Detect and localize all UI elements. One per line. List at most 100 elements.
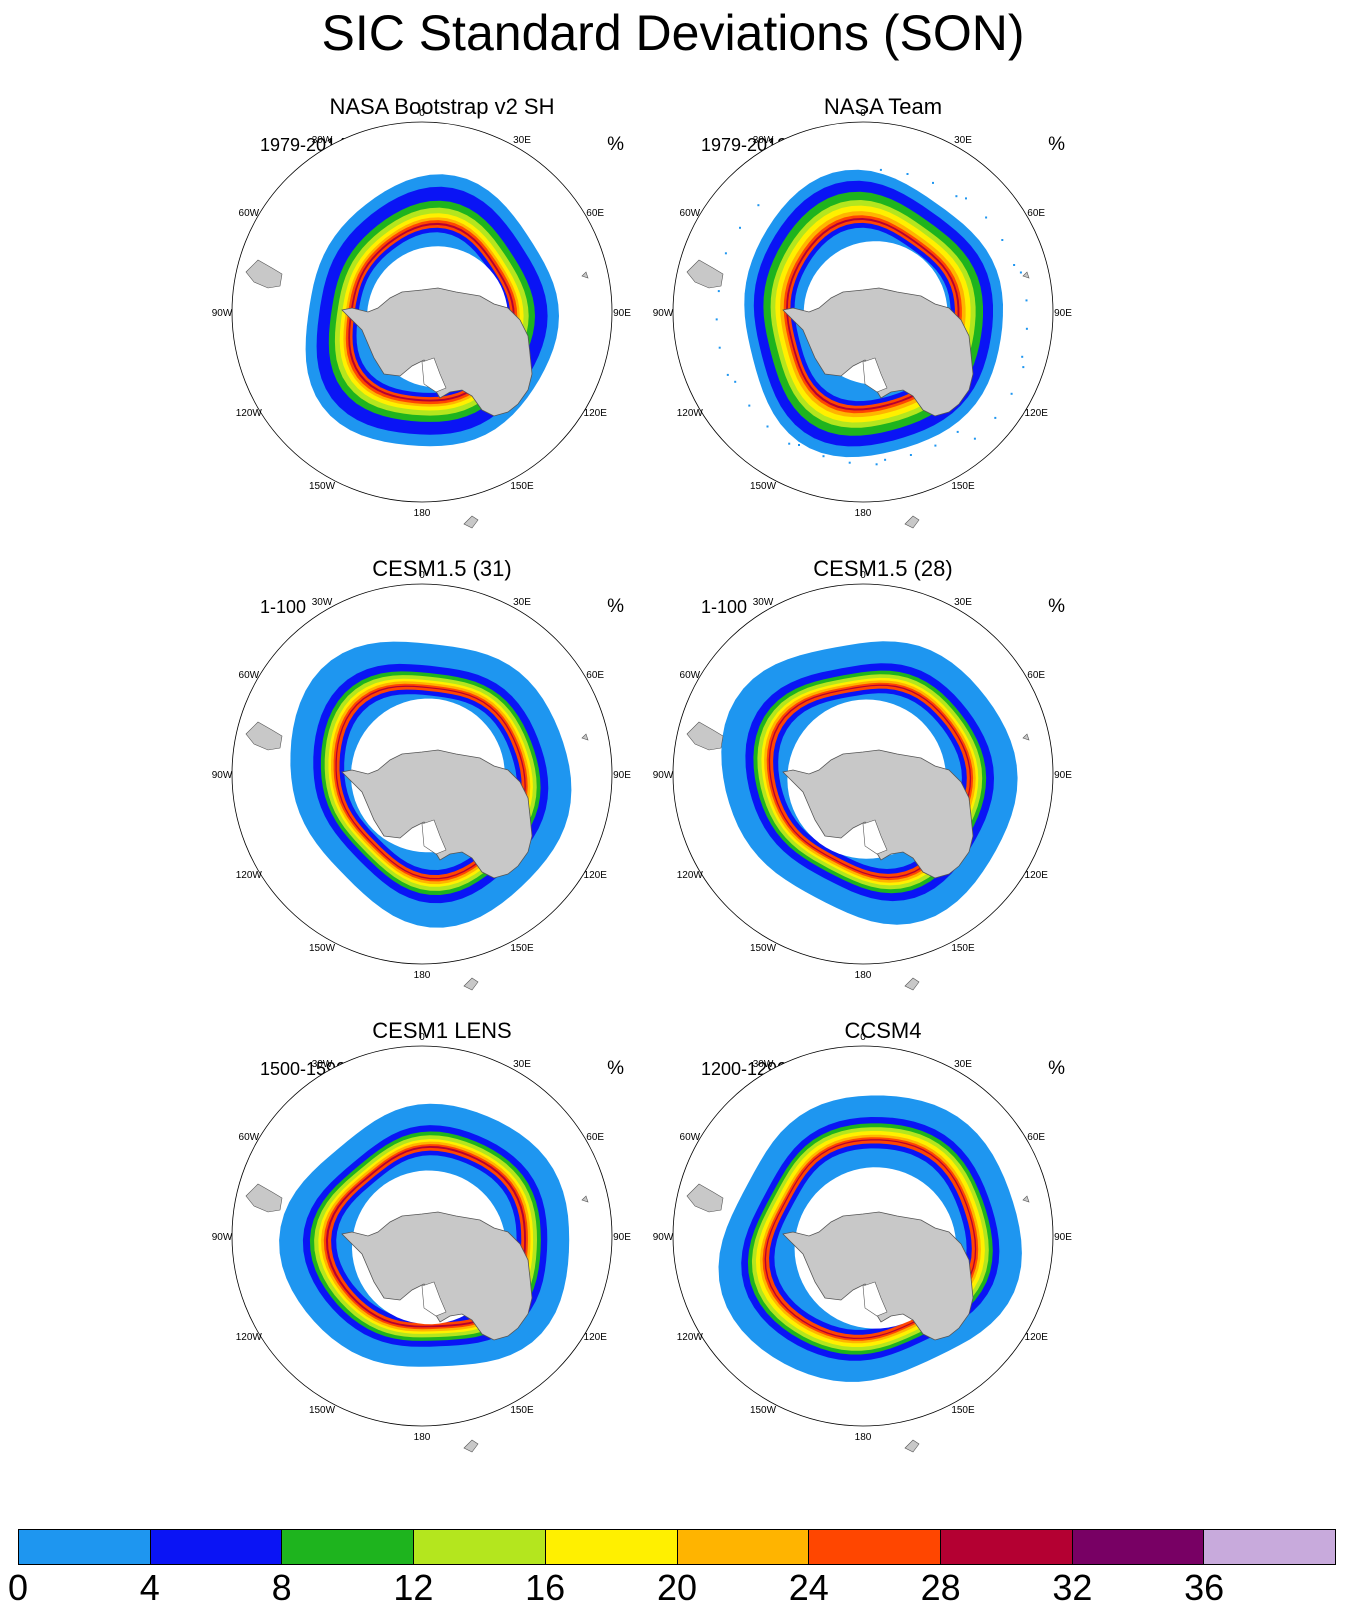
longitude-label: 180: [855, 1432, 872, 1443]
longitude-label: 30E: [513, 597, 531, 608]
colorbar-cell: [18, 1529, 151, 1565]
longitude-label: 30E: [954, 597, 972, 608]
longitude-label: 30W: [753, 597, 774, 608]
pixel: [718, 346, 721, 349]
longitude-labels: 0 30E 60E 90E 120E 150E 180 150W 120W 90W 60W 30W: [653, 1032, 1073, 1443]
longitude-label: 120E: [584, 408, 608, 419]
kerguelen-island: [1022, 271, 1030, 279]
polar-map: 0 30E 60E 90E 120E 150E 180 150W 120W 90W 60W 30W: [653, 1032, 1072, 1453]
new-zealand-landmass: [904, 1439, 920, 1453]
polar-map: 0 30E 60E 90E 120E 150E 180 150W 120W 90W 60W 30W: [212, 108, 631, 529]
longitude-label: 180: [855, 508, 872, 519]
longitude-labels: 0 30E 60E 90E 120E 150E 180 150W 120W 90W 60W 30W: [653, 570, 1073, 981]
map-panel-cesm1-lens: CESM1 LENS 1500-1599 % 0 30E 60E 90E 120E 150…: [212, 1018, 652, 1478]
longitude-label: 60E: [1027, 670, 1045, 681]
longitude-label: 60W: [239, 208, 260, 219]
longitude-label: 60E: [1027, 1132, 1045, 1143]
pixel: [1025, 327, 1028, 330]
longitude-label: 0: [419, 108, 425, 119]
pixel: [875, 463, 878, 466]
longitude-label: 60W: [239, 670, 260, 681]
longitude-labels: 0 30E 60E 90E 120E 150E 180 150W 120W 90W 60W 30W: [653, 108, 1073, 519]
longitude-label: 60E: [586, 208, 604, 219]
longitude-label: 60W: [680, 670, 701, 681]
longitude-label: 90E: [1054, 308, 1072, 319]
ross-ice-shelf: [421, 1281, 447, 1317]
longitude-labels: 0 30E 60E 90E 120E 150E 180 150W 120W 90W 60W 30W: [212, 1032, 632, 1443]
pixel: [844, 175, 847, 177]
colorbar-cell: [413, 1529, 546, 1565]
longitude-label: 90W: [212, 1232, 233, 1243]
pixel: [1019, 271, 1022, 274]
longitude-label: 0: [419, 1032, 425, 1043]
south-america-landmass: [686, 259, 724, 289]
polar-map: 0 30E 60E 90E 120E 150E 180 150W 120W 90W 60W 30W: [653, 108, 1072, 529]
pixel: [766, 425, 769, 428]
longitude-label: 120W: [236, 1332, 263, 1343]
colorbar-tick-label: 28: [920, 1567, 961, 1608]
colorbar-cell: [281, 1529, 415, 1565]
panel-period: 1-100: [260, 597, 307, 617]
south-america-landmass: [245, 1183, 283, 1213]
pixel: [1010, 392, 1013, 395]
pixel: [726, 373, 729, 376]
pixel: [909, 454, 912, 456]
pixel: [822, 455, 825, 458]
longitude-label: 150W: [309, 1405, 336, 1416]
longitude-label: 120W: [677, 408, 704, 419]
longitude-label: 150E: [510, 481, 534, 492]
panel-title: CESM1.5 (31): [372, 556, 512, 581]
longitude-label: 60W: [680, 1132, 701, 1143]
south-america-landmass: [245, 721, 283, 751]
south-america-landmass: [686, 1183, 724, 1213]
kerguelen-island: [581, 733, 589, 741]
panel-title: CESM1.5 (28): [813, 556, 953, 581]
colorbar-tick-label: 24: [788, 1567, 829, 1608]
panel-title: NASA Bootstrap v2 SH: [329, 94, 555, 119]
pixel: [934, 444, 937, 447]
longitude-label: 120W: [677, 870, 704, 881]
ross-ice-shelf: [862, 357, 888, 393]
pixel: [739, 226, 741, 229]
longitude-label: 90E: [613, 770, 631, 781]
pixel: [884, 458, 887, 461]
kerguelen-island: [581, 271, 589, 279]
map-panel-cesm15-31: CESM1.5 (31) 1-100 % 0 30E 60E 90E 120E 150E 1…: [212, 556, 652, 1016]
pixel: [932, 181, 934, 184]
colorbar-cell: [544, 1529, 678, 1565]
colorbar-cell: [1071, 1529, 1205, 1565]
longitude-label: 30E: [954, 135, 972, 146]
new-zealand-landmass: [463, 515, 479, 529]
ross-ice-shelf: [862, 819, 888, 855]
antarctica-landmass: [782, 1211, 974, 1341]
colorbar-cell: [808, 1529, 941, 1565]
map-panel-ccsm4: CCSM4 1200-1299 % 0 30E 60E 90E 120E 150E 180 1…: [653, 1018, 1093, 1478]
panel-unit: %: [1048, 596, 1065, 617]
longitude-label: 30W: [312, 1059, 333, 1070]
pixel: [965, 197, 967, 200]
longitude-label: 90E: [1054, 770, 1072, 781]
pixel: [788, 442, 791, 445]
longitude-label: 120W: [236, 408, 263, 419]
pixel: [757, 204, 760, 207]
ross-ice-shelf: [421, 819, 447, 855]
pixel: [1013, 264, 1016, 266]
longitude-label: 150E: [951, 481, 975, 492]
longitude-label: 90W: [653, 770, 674, 781]
antarctica-landmass: [341, 1211, 533, 1341]
longitude-label: 180: [414, 970, 431, 981]
longitude-label: 150E: [510, 1405, 534, 1416]
longitude-label: 120W: [236, 870, 263, 881]
south-america-landmass: [686, 721, 724, 751]
kerguelen-island: [1022, 1195, 1030, 1203]
colorbar-tick-label: 8: [271, 1567, 292, 1608]
new-zealand-landmass: [463, 977, 479, 991]
panel-period: 1-100: [701, 597, 748, 617]
polar-map: 0 30E 60E 90E 120E 150E 180 150W 120W 90W 60W 30W: [212, 570, 631, 991]
longitude-label: 90W: [653, 1232, 674, 1243]
colorbar-cell: [149, 1529, 283, 1565]
antarctica-landmass: [341, 749, 533, 879]
longitude-labels: 0 30E 60E 90E 120E 150E 180 150W 120W 90W 60W 30W: [212, 108, 632, 519]
longitude-label: 60W: [680, 208, 701, 219]
panel-unit: %: [607, 134, 624, 155]
